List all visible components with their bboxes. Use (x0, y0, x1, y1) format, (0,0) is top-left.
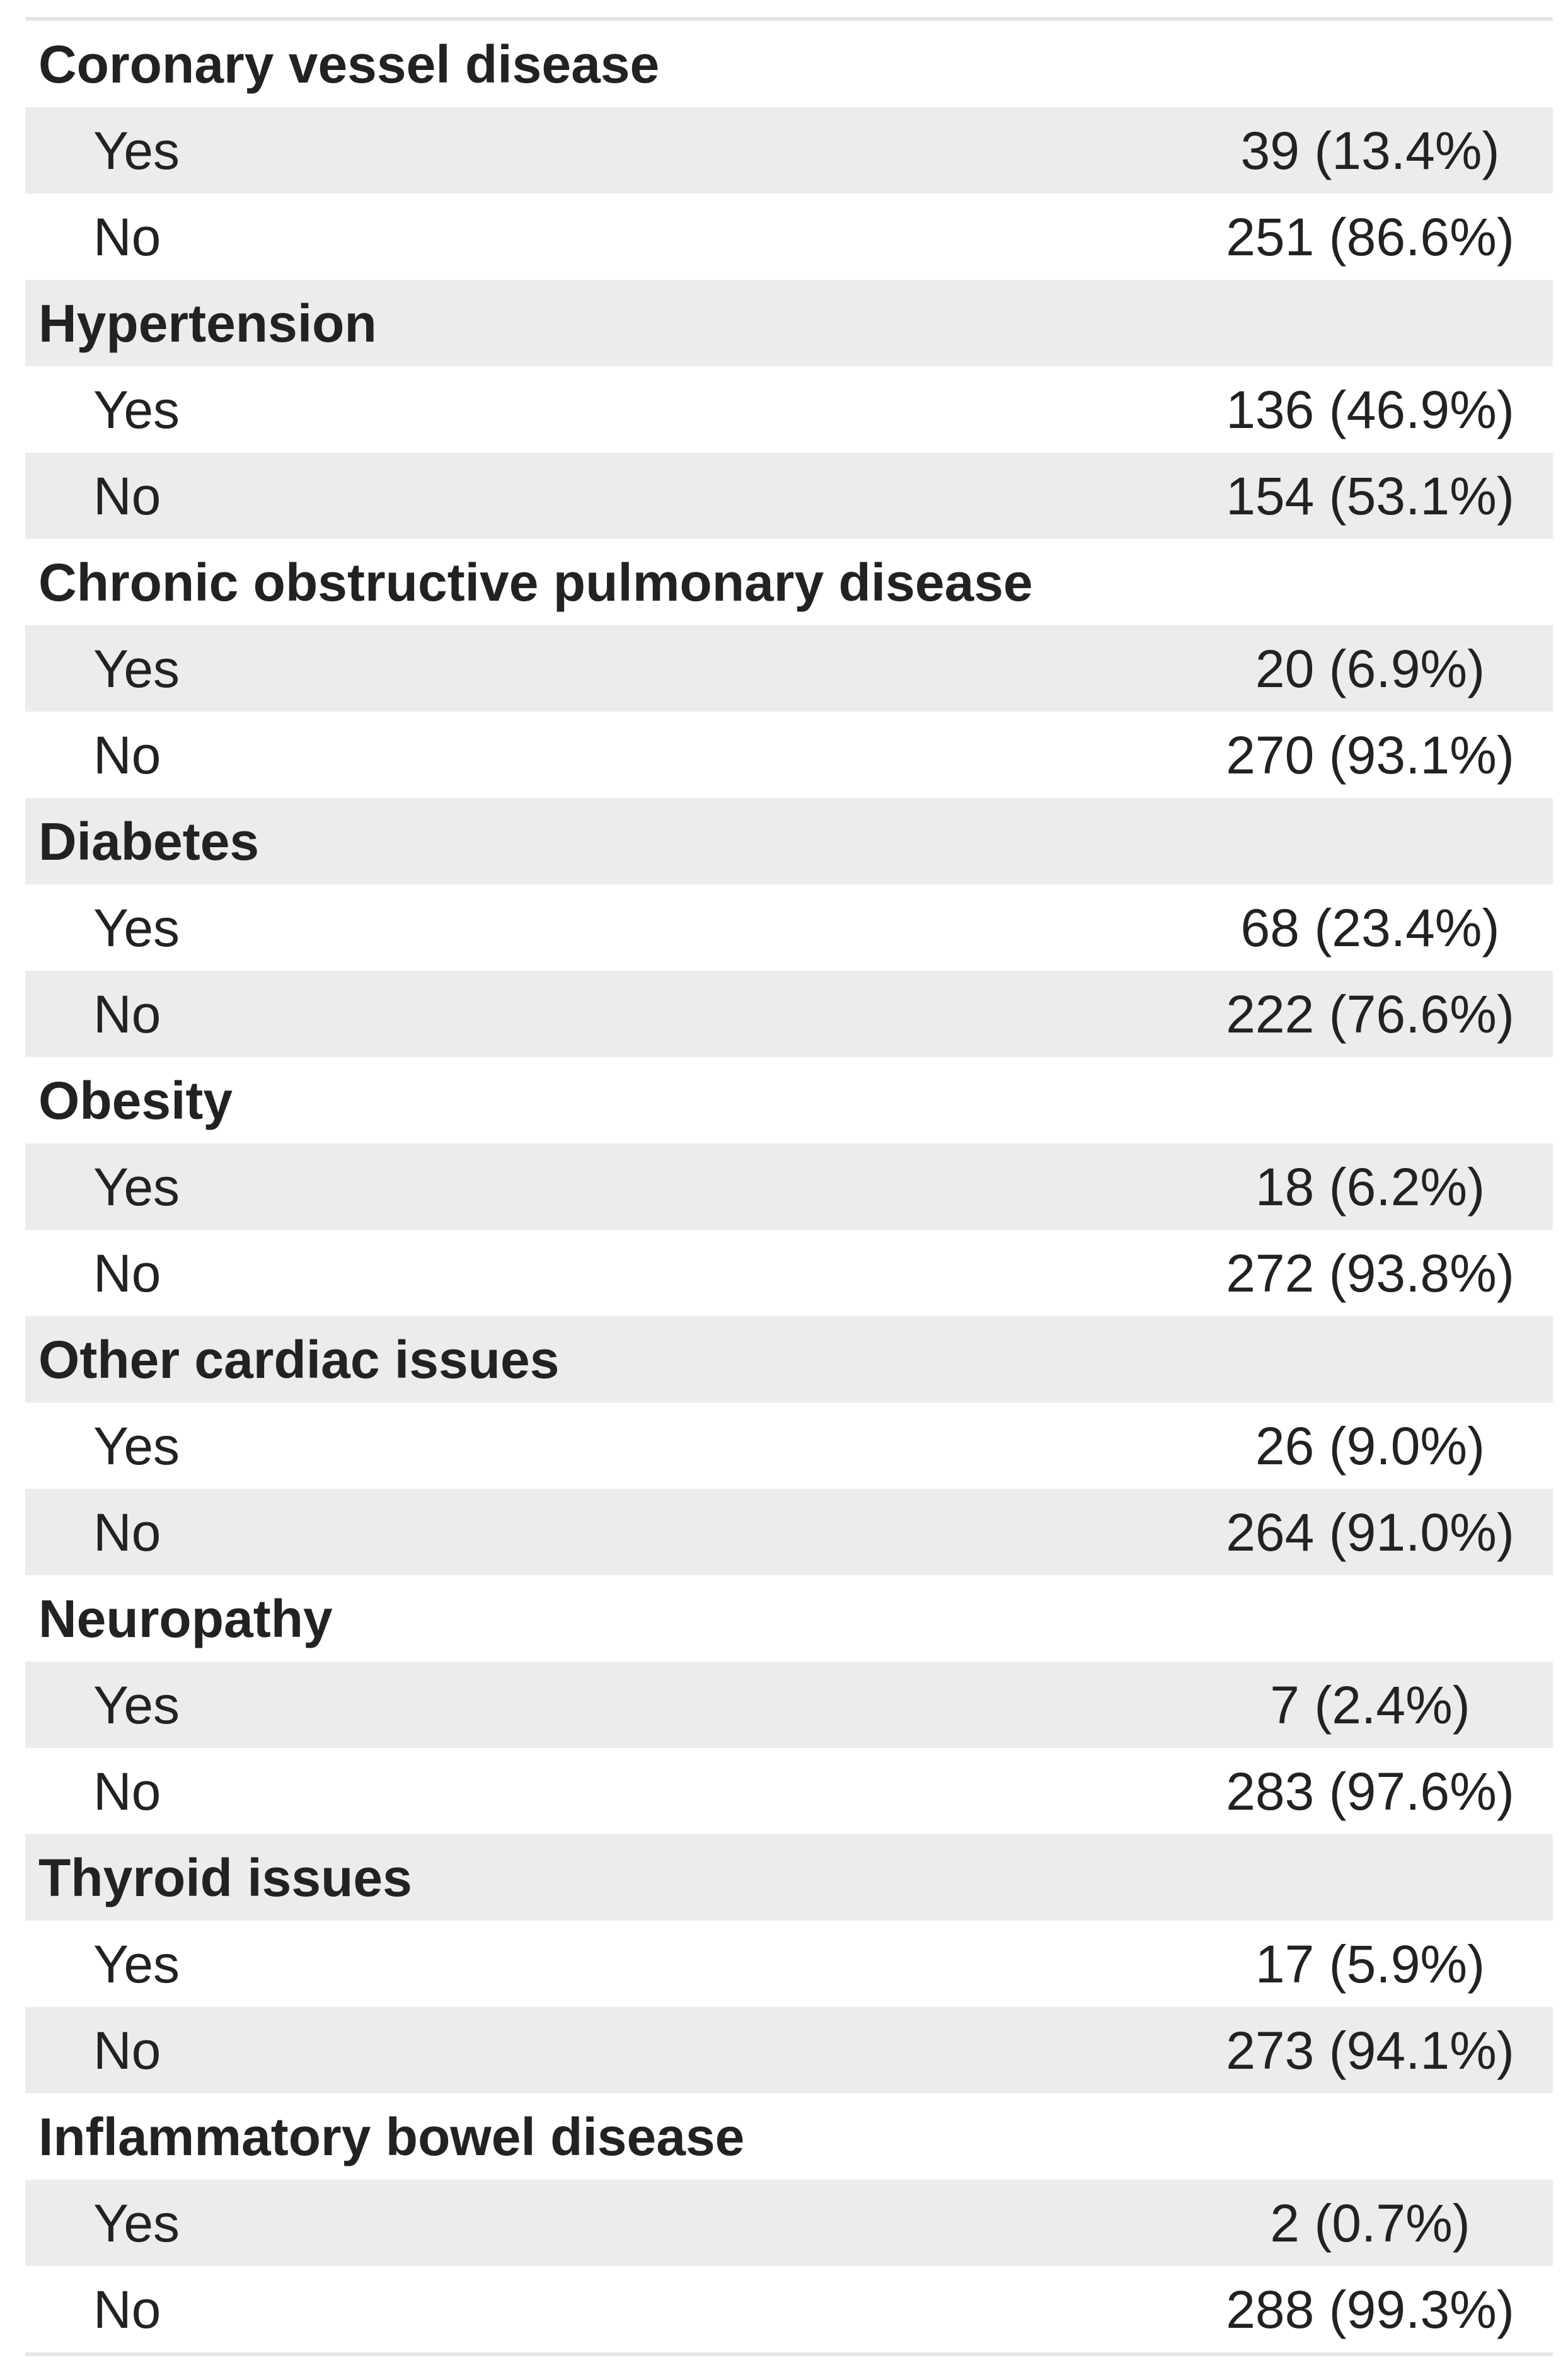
row-count-value: 222 (76.6%) (1226, 984, 1514, 1044)
table-row: No 222 (76.6%) (25, 971, 1553, 1057)
section-header-row: Obesity (25, 1057, 1553, 1143)
section-header-label: Neuropathy (38, 1588, 333, 1648)
row-count-value: 20 (6.9%) (1255, 639, 1485, 698)
row-label: Yes (93, 1416, 180, 1476)
row-count-value: 264 (91.0%) (1226, 1502, 1514, 1562)
row-count-value: 283 (97.6%) (1226, 1761, 1514, 1821)
table-row: Yes 136 (46.9%) (25, 366, 1553, 453)
table-row: Yes 39 (13.4%) (25, 107, 1553, 194)
row-label: Yes (93, 379, 180, 439)
row-count-value: 270 (93.1%) (1226, 725, 1514, 785)
row-label: No (93, 2279, 161, 2339)
row-label: Yes (93, 1934, 180, 1994)
section-header-row: Diabetes (25, 798, 1553, 884)
table-row: Yes 20 (6.9%) (25, 625, 1553, 712)
comorbidities-table: Coronary vessel disease Yes 39 (13.4%) N… (25, 17, 1553, 2356)
row-count-value: 18 (6.2%) (1255, 1157, 1485, 1217)
table-row: Yes 17 (5.9%) (25, 1921, 1553, 2007)
row-label: No (93, 466, 161, 526)
table-row: No 154 (53.1%) (25, 453, 1553, 539)
section-header-label: Diabetes (38, 811, 260, 871)
section-header-label: Inflammatory bowel disease (38, 2107, 745, 2166)
table-row: No 283 (97.6%) (25, 1748, 1553, 1834)
row-count-value: 273 (94.1%) (1226, 2020, 1514, 2080)
row-label: No (93, 1761, 161, 1821)
table-row: Yes 26 (9.0%) (25, 1402, 1553, 1489)
row-label: Yes (93, 1157, 180, 1217)
table-row: Yes 68 (23.4%) (25, 884, 1553, 971)
row-label: No (93, 207, 161, 267)
table-row: No 273 (94.1%) (25, 2007, 1553, 2093)
section-header-row: Inflammatory bowel disease (25, 2093, 1553, 2180)
section-header-label: Obesity (38, 1070, 233, 1130)
row-count-value: 7 (2.4%) (1270, 1675, 1470, 1735)
row-count-value: 251 (86.6%) (1226, 207, 1514, 267)
row-label: No (93, 725, 161, 785)
row-label: No (93, 1502, 161, 1562)
section-header-label: Chronic obstructive pulmonary disease (38, 552, 1033, 612)
row-label: Yes (93, 2193, 180, 2253)
section-header-row: Other cardiac issues (25, 1316, 1553, 1402)
table-row: No 288 (99.3%) (25, 2266, 1553, 2352)
row-count-value: 17 (5.9%) (1255, 1934, 1485, 1994)
table-row: Yes 2 (0.7%) (25, 2180, 1553, 2266)
section-header-row: Thyroid issues (25, 1834, 1553, 1921)
table-row: Yes 18 (6.2%) (25, 1143, 1553, 1230)
section-header-row: Chronic obstructive pulmonary disease (25, 539, 1553, 625)
table-row: No 272 (93.8%) (25, 1230, 1553, 1316)
row-count-value: 2 (0.7%) (1270, 2193, 1470, 2253)
row-count-value: 26 (9.0%) (1255, 1416, 1485, 1476)
table-row: Yes 7 (2.4%) (25, 1662, 1553, 1748)
row-count-value: 136 (46.9%) (1226, 379, 1514, 439)
section-header-label: Thyroid issues (38, 1848, 412, 1907)
section-header-label: Other cardiac issues (38, 1329, 560, 1389)
row-label: Yes (93, 898, 180, 957)
row-count-value: 288 (99.3%) (1226, 2279, 1514, 2339)
row-count-value: 154 (53.1%) (1226, 466, 1514, 526)
table-row: No 264 (91.0%) (25, 1489, 1553, 1575)
row-label: Yes (93, 1675, 180, 1735)
row-count-value: 39 (13.4%) (1240, 120, 1500, 180)
row-label: No (93, 984, 161, 1044)
row-count-value: 272 (93.8%) (1226, 1243, 1514, 1303)
section-header-row: Coronary vessel disease (25, 21, 1553, 107)
table-row: No 251 (86.6%) (25, 194, 1553, 280)
row-label: Yes (93, 639, 180, 698)
table-row: No 270 (93.1%) (25, 712, 1553, 798)
section-header-row: Neuropathy (25, 1575, 1553, 1662)
section-header-label: Hypertension (38, 293, 377, 353)
row-label: Yes (93, 120, 180, 180)
section-header-row: Hypertension (25, 280, 1553, 366)
row-count-value: 68 (23.4%) (1240, 898, 1500, 957)
row-label: No (93, 2020, 161, 2080)
section-header-label: Coronary vessel disease (38, 34, 660, 94)
row-label: No (93, 1243, 161, 1303)
